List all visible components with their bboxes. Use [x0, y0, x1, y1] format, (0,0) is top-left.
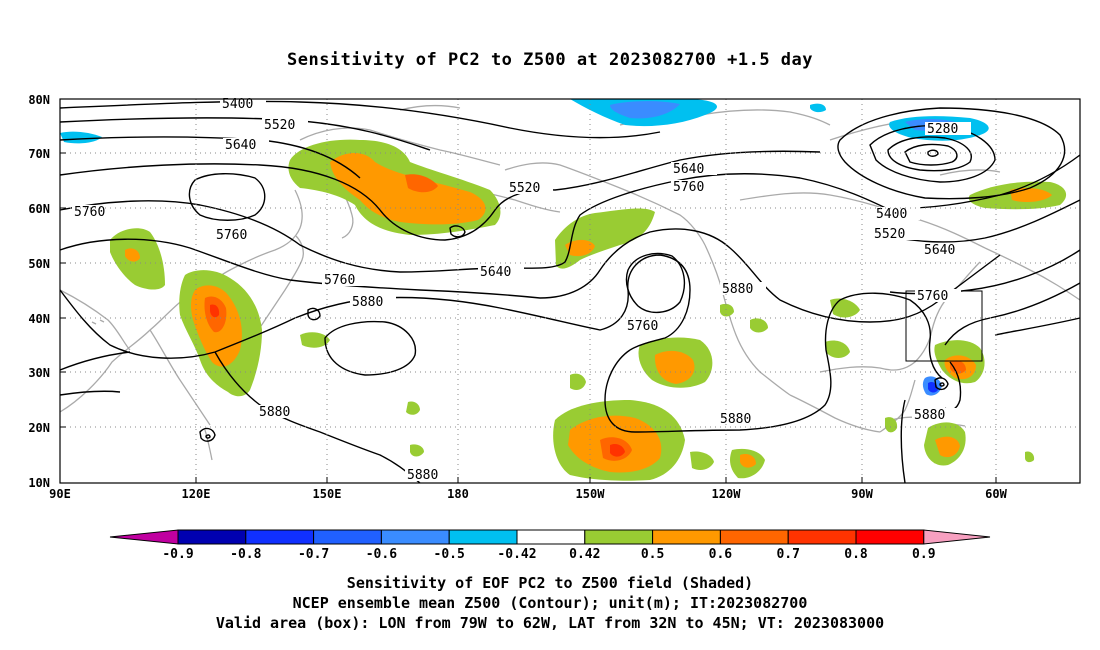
colorbar-label: -0.9	[162, 547, 193, 562]
colorbar-label: 0.7	[776, 547, 799, 562]
colorbar-label: -0.5	[434, 547, 465, 562]
colorbar-label: 0.42	[569, 547, 600, 562]
svg-text:5880: 5880	[720, 412, 751, 427]
contour-label: 5520	[872, 227, 918, 242]
contour-label: 5760	[214, 228, 260, 243]
contour-label: 5880	[257, 405, 303, 420]
contour-label: 5760	[915, 289, 961, 304]
svg-text:5640: 5640	[480, 265, 511, 280]
svg-text:5520: 5520	[509, 181, 540, 196]
svg-text:5640: 5640	[225, 138, 256, 153]
svg-text:5760: 5760	[216, 228, 247, 243]
contour-label: 5280	[925, 122, 971, 137]
svg-text:5760: 5760	[673, 180, 704, 195]
colorbar-box	[313, 529, 382, 545]
colorbar-label: -0.6	[366, 547, 397, 562]
lon-tick-label: 180	[447, 487, 469, 501]
contour-label: 5880	[718, 412, 764, 427]
contour-label: 5520	[262, 118, 308, 133]
lon-tick-label: 150W	[576, 487, 606, 501]
colorbar-cap-right	[923, 529, 991, 545]
colorbar-label: -0.42	[497, 547, 536, 562]
svg-text:5760: 5760	[627, 319, 658, 334]
lat-tick-label: 80N	[28, 93, 50, 107]
lat-tick-label: 50N	[28, 257, 50, 271]
lon-tick-label: 60W	[985, 487, 1007, 501]
contour-label: 5880	[405, 468, 451, 483]
lon-tick-label: 150E	[313, 487, 342, 501]
contour-label: 5880	[912, 408, 958, 423]
lat-tick-label: 40N	[28, 312, 50, 326]
svg-text:5400: 5400	[876, 207, 907, 222]
colorbar-box	[380, 529, 450, 545]
lon-tick-label: 120E	[182, 487, 211, 501]
contour-label: 5640	[671, 162, 717, 177]
contour-label: 5640	[478, 265, 524, 280]
svg-text:5760: 5760	[324, 273, 355, 288]
lon-tick-label: 120W	[712, 487, 742, 501]
contour-label: 5760	[322, 273, 368, 288]
caption-line-contour: NCEP ensemble mean Z500 (Contour); unit(…	[292, 594, 808, 612]
svg-text:5640: 5640	[924, 243, 955, 258]
lat-tick-label: 20N	[28, 421, 50, 435]
colorbar-box	[516, 529, 586, 545]
contour-label: 5760	[72, 205, 118, 220]
colorbar-box	[448, 529, 518, 545]
contour-label: 5880	[350, 295, 396, 310]
contour-label: 5760	[671, 180, 717, 195]
lon-tick-label: 90W	[851, 487, 873, 501]
svg-text:5520: 5520	[874, 227, 905, 242]
lat-tick-label: 30N	[28, 366, 50, 380]
colorbar-cap-left	[109, 529, 179, 545]
colorbar-label: 0.9	[912, 547, 935, 562]
map-title: Sensitivity of PC2 to Z500 at 2023082700…	[286, 50, 813, 70]
caption-line-shaded: Sensitivity of EOF PC2 to Z500 field (Sh…	[346, 574, 754, 592]
svg-text:5880: 5880	[722, 282, 753, 297]
caption-line-valid-area: Valid area (box): LON from 79W to 62W, L…	[215, 614, 885, 632]
tick-marks	[60, 98, 997, 483]
contour-label: 5640	[223, 138, 269, 153]
colorbar-label: -0.7	[298, 547, 329, 562]
svg-text:5400: 5400	[222, 97, 253, 112]
colorbar-label: 0.6	[709, 547, 733, 562]
colorbar-box	[584, 529, 654, 545]
contour-label: 5880	[720, 282, 766, 297]
svg-text:5880: 5880	[259, 405, 290, 420]
colorbar-box	[787, 529, 857, 545]
colorbar-box	[652, 529, 721, 545]
contour-label: 5400	[220, 97, 266, 112]
contour-label: 5640	[922, 243, 968, 258]
lat-tick-label: 60N	[28, 202, 50, 216]
colorbar-label: -0.8	[230, 547, 261, 562]
colorbar-box	[177, 529, 247, 545]
contour-label: 5400	[874, 207, 920, 222]
colorbar-label: 0.5	[641, 547, 664, 562]
lat-lon-grid	[60, 99, 1080, 483]
lat-tick-label: 10N	[28, 476, 50, 490]
map-frame	[59, 98, 1081, 484]
contour-label: 5520	[507, 181, 553, 196]
colorbar-box	[719, 529, 789, 545]
contour-label-group: 5400 5520 5640 5760 5760 5880 5640 5760 …	[72, 97, 971, 483]
lon-tick-label: 90E	[49, 487, 71, 501]
lat-tick-label: 70N	[28, 147, 50, 161]
svg-text:5520: 5520	[264, 118, 295, 133]
colorbar: -0.9 -0.8 -0.7 -0.6 -0.5 -0.42 0.42 0.5 0.6 0.7 0.…	[109, 529, 991, 562]
svg-text:5640: 5640	[673, 162, 704, 177]
colorbar-box	[245, 529, 315, 545]
svg-text:5880: 5880	[407, 468, 438, 483]
svg-text:5760: 5760	[74, 205, 105, 220]
svg-text:5880: 5880	[914, 408, 945, 423]
caption-block: Sensitivity of EOF PC2 to Z500 field (Sh…	[0, 573, 1100, 633]
svg-text:5760: 5760	[917, 289, 948, 304]
sensitivity-map: 5400 5520 5640 5760 5760 5880 5640 5760 …	[28, 93, 1081, 562]
contour-label: 5760	[625, 319, 671, 334]
svg-text:5880: 5880	[352, 295, 383, 310]
colorbar-box	[855, 529, 925, 545]
lat-tick-labels: 80N 70N 60N 50N 40N 30N 20N 10N	[28, 93, 50, 490]
lon-tick-labels: 90E 120E 150E 180 150W 120W 90W 60W	[49, 487, 1007, 501]
colorbar-label: 0.8	[844, 547, 868, 562]
svg-text:5280: 5280	[927, 122, 958, 137]
